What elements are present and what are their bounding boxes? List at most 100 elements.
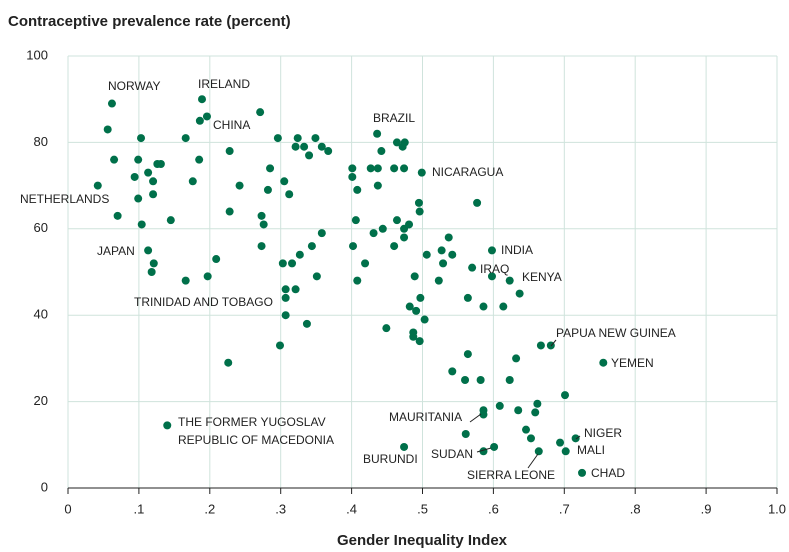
leader-line — [550, 339, 557, 347]
point — [149, 190, 158, 199]
point — [505, 376, 514, 384]
x-tick-label: .3 — [275, 501, 286, 516]
point — [147, 268, 156, 276]
point — [257, 211, 266, 220]
point — [137, 220, 146, 229]
point — [417, 168, 426, 177]
point — [224, 358, 233, 367]
annotation: CHINA — [213, 118, 250, 132]
point — [202, 112, 211, 121]
point — [366, 164, 375, 173]
point — [505, 276, 514, 285]
leader-line — [469, 413, 482, 423]
x-tick-label: .5 — [417, 501, 428, 516]
point — [534, 447, 543, 456]
point — [281, 285, 290, 294]
point — [416, 293, 425, 302]
point — [400, 164, 409, 173]
annotation: SUDAN — [431, 447, 473, 461]
point — [531, 408, 540, 417]
point — [448, 367, 457, 376]
point — [578, 468, 587, 477]
point — [93, 181, 102, 190]
point — [349, 242, 358, 251]
point — [149, 259, 158, 268]
point — [353, 185, 362, 194]
x-tick-label: .1 — [133, 501, 144, 516]
point — [434, 276, 443, 285]
point — [373, 181, 382, 190]
point — [490, 442, 499, 451]
x-tick-label: .8 — [630, 501, 641, 516]
point — [390, 164, 399, 173]
point — [373, 129, 382, 138]
point — [439, 259, 448, 268]
x-tick-label: .9 — [701, 501, 712, 516]
point — [461, 376, 470, 384]
point — [195, 116, 204, 125]
point — [273, 134, 282, 143]
point — [571, 434, 580, 443]
point — [281, 311, 290, 320]
point — [522, 425, 531, 434]
leader-line — [476, 447, 492, 453]
point — [556, 438, 565, 447]
point — [437, 246, 446, 255]
point — [134, 155, 143, 164]
point — [295, 250, 304, 259]
point — [392, 216, 401, 225]
point — [225, 207, 234, 216]
point — [561, 447, 570, 456]
point — [448, 250, 457, 259]
point — [422, 250, 431, 259]
annotation: SIERRA LEONE — [467, 468, 555, 482]
annotation: IRELAND — [198, 77, 250, 91]
point — [468, 263, 477, 272]
annotation: MALI — [577, 443, 605, 457]
point — [414, 198, 423, 207]
point — [420, 315, 429, 324]
annotation: MAURITANIA — [389, 410, 462, 424]
y-tick-label: 80 — [34, 134, 48, 149]
annotation: NICARAGUA — [432, 165, 503, 179]
point — [377, 147, 386, 156]
point — [405, 302, 414, 311]
point — [225, 147, 234, 156]
point — [285, 190, 294, 199]
annotation: CHAD — [591, 466, 625, 480]
point — [382, 324, 391, 333]
point — [412, 306, 421, 315]
point — [400, 442, 409, 451]
annotation: NIGER — [584, 426, 622, 440]
point — [512, 354, 521, 363]
point — [369, 229, 378, 238]
annotation: NORWAY — [108, 79, 160, 93]
point — [110, 155, 119, 164]
point — [291, 142, 300, 151]
point — [533, 399, 542, 408]
point — [144, 246, 153, 255]
annotation: THE FORMER YUGOSLAV — [178, 415, 326, 429]
point — [291, 285, 300, 294]
annotation: KENYA — [522, 270, 562, 284]
point — [409, 332, 418, 341]
point — [392, 138, 401, 147]
point — [479, 410, 488, 419]
annotation: IRAQ — [480, 262, 509, 276]
point — [410, 272, 419, 281]
y-tick-label: 20 — [34, 393, 48, 408]
point — [163, 421, 172, 430]
point — [266, 164, 275, 173]
chart-title: Contraceptive prevalence rate (percent) — [8, 13, 291, 30]
point — [166, 216, 175, 225]
point — [378, 224, 387, 233]
point — [351, 216, 360, 225]
point — [198, 95, 207, 104]
point — [300, 142, 309, 151]
point — [390, 242, 399, 251]
x-tick-label: 1.0 — [768, 501, 786, 516]
point — [188, 177, 197, 186]
point — [495, 401, 504, 410]
point — [149, 177, 158, 186]
y-tick-label: 40 — [34, 307, 48, 322]
